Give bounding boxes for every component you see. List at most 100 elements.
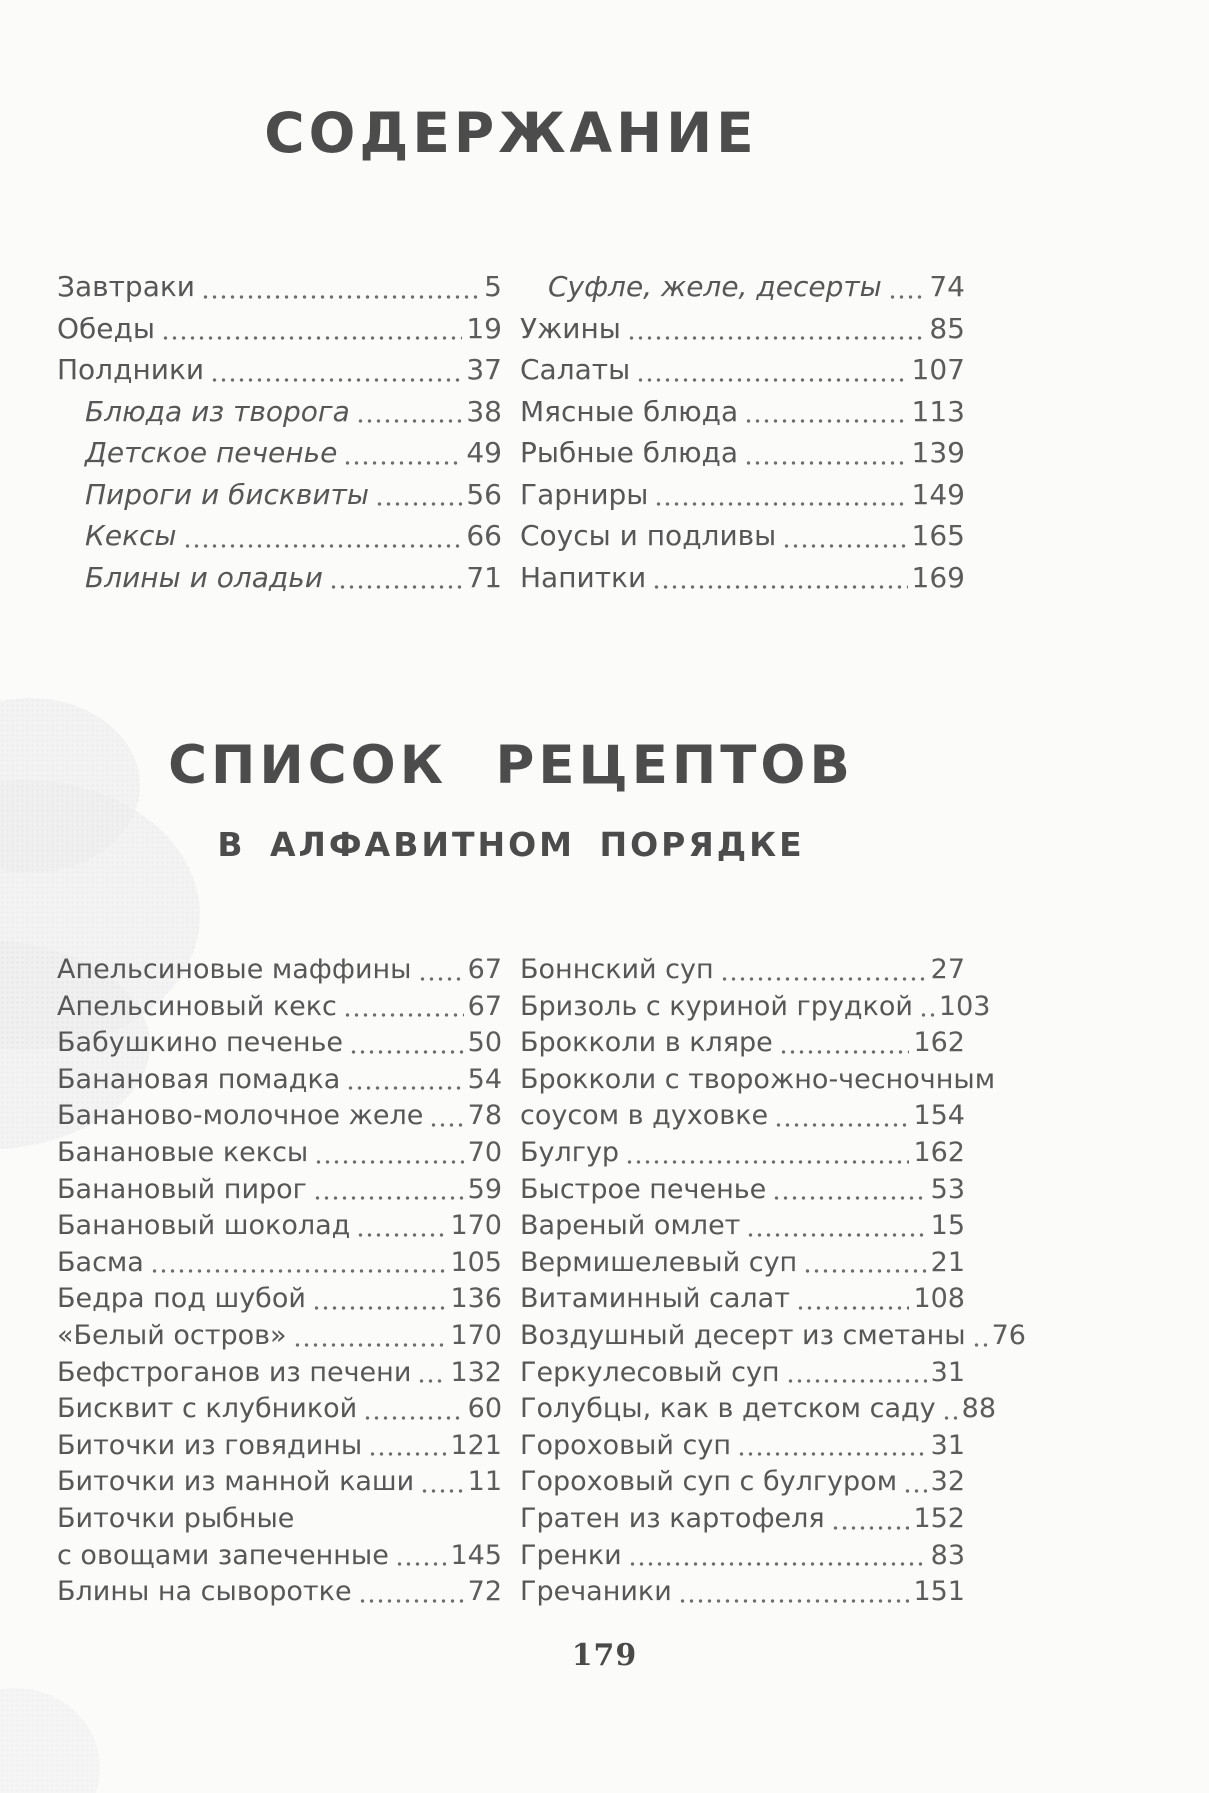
recipe-entry: Витаминный салат 108	[520, 1281, 965, 1318]
dot-leader	[736, 1452, 927, 1457]
recipes-title: СПИСОК РЕЦЕПТОВ	[168, 735, 854, 796]
recipe-entry-page: 21	[930, 1246, 965, 1278]
dot-leader	[210, 377, 463, 382]
dot-leader	[149, 1269, 447, 1274]
recipe-entry-label: Боннский суп	[520, 954, 714, 985]
toc-entry: Пироги и бисквиты 56	[57, 474, 502, 516]
dot-leader	[420, 1488, 464, 1493]
dot-leader	[394, 1562, 447, 1567]
toc-entry: Ужины 85	[520, 308, 965, 350]
recipe-entry-label: Бисквит с клубникой	[57, 1393, 358, 1425]
recipe-entry: Апельсиновый кекс 67	[57, 989, 502, 1026]
toc-entry: Кексы 66	[57, 515, 502, 557]
recipe-entry: Банановый шоколад 170	[57, 1208, 502, 1245]
recipe-entry: Банановая помадка 54	[57, 1062, 502, 1099]
recipe-entry-label: Бризоль с куриной грудкой	[520, 990, 913, 1022]
recipe-entry-page: 15	[930, 1210, 965, 1242]
recipe-entry: Гренки 83	[520, 1538, 965, 1575]
dot-leader	[918, 1013, 935, 1018]
recipe-entry: Бабушкино печенье 50	[57, 1025, 502, 1062]
recipe-entry: Брокколи в кляре 162	[520, 1025, 965, 1062]
recipe-entry-page: 162	[913, 1136, 965, 1168]
toc-entry-page: 165	[911, 519, 965, 552]
toc-entry: Детское печенье 49	[57, 432, 502, 474]
recipe-entry-page: 170	[450, 1319, 502, 1351]
dot-leader	[677, 1598, 910, 1603]
recipe-entry-page: 53	[930, 1173, 965, 1205]
dot-leader	[417, 1379, 447, 1384]
recipe-entry-page: 108	[913, 1283, 965, 1315]
toc-entry-label: Суфле, желе, десерты	[548, 270, 882, 303]
dot-leader	[652, 585, 908, 589]
recipe-entry-label: с овощами запеченные	[57, 1539, 389, 1571]
recipes-subtitle: В АЛФАВИТНОМ ПОРЯДКЕ	[217, 825, 805, 864]
dot-leader	[887, 294, 926, 299]
recipe-entry: Вареный омлет 15	[520, 1208, 965, 1245]
recipe-entry: Гороховый суп 31	[520, 1428, 965, 1465]
toc-entry-label: Напитки	[520, 560, 647, 594]
toc-entry: Суфле, желе, десерты 74	[520, 266, 965, 308]
dot-leader	[830, 1525, 910, 1530]
recipe-entry: Апельсиновые маффины 67	[57, 952, 502, 989]
toc-entry: Салаты 107	[520, 349, 965, 391]
recipe-entry: Банановые кексы 70	[57, 1135, 502, 1172]
recipe-entry-label: Банановый шоколад	[57, 1210, 351, 1242]
dot-leader	[744, 419, 908, 423]
dot-leader	[349, 1049, 464, 1054]
recipe-entry-page: 136	[450, 1283, 502, 1315]
toc-entry-label: Обеды	[57, 311, 155, 345]
toc-entry: Гарниры 149	[520, 474, 965, 516]
page-number: 179	[571, 1638, 638, 1673]
dot-leader	[328, 585, 463, 589]
recipe-entry-page: 76	[991, 1319, 1026, 1351]
dot-leader	[795, 1305, 910, 1310]
recipe-entry-page: 54	[467, 1063, 502, 1095]
dot-leader	[803, 1269, 927, 1274]
toc-entry-page: 19	[466, 311, 502, 345]
recipe-entry-page: 154	[913, 1100, 965, 1132]
toc-entry-page: 85	[929, 311, 965, 345]
recipes-column-right: Боннский суп 27 Бризоль с куриной грудкой…	[520, 952, 1026, 1611]
recipe-entry-label: Брокколи в кляре	[520, 1027, 773, 1059]
toc-entry: Обеды 19	[57, 308, 502, 350]
recipe-entry: Гречаники 151	[520, 1574, 965, 1611]
dot-leader	[971, 1342, 988, 1347]
dot-leader	[182, 543, 463, 548]
recipe-entry-label: Гречаники	[520, 1576, 672, 1608]
dot-leader	[654, 502, 908, 506]
recipe-entry-label: Вареный омлет	[520, 1210, 741, 1242]
toc-entry: Напитки 169	[520, 557, 965, 599]
recipe-entry-page: 145	[450, 1539, 502, 1571]
recipe-entry-label: Булгур	[520, 1136, 620, 1168]
recipe-entry-page: 27	[930, 954, 965, 985]
recipe-entry-label: Биточки рыбные	[57, 1502, 295, 1534]
recipe-entry-label: Банановые кексы	[57, 1136, 309, 1168]
recipes-section: Апельсиновые маффины 67 Апельсиновый кекс…	[57, 952, 1026, 1611]
page-content: СОДЕРЖАНИЕ Завтраки 5 Обеды 19 Полдники 37 …	[57, 0, 1026, 1793]
recipe-entry-label: Апельсиновый кекс	[57, 990, 337, 1022]
recipe-entry-label: Гратен из картофеля	[520, 1502, 825, 1534]
toc-entry: Блюда из творога 38	[57, 391, 502, 433]
dot-leader	[429, 1122, 464, 1127]
dot-leader	[627, 1562, 927, 1567]
recipe-entry: Бананово-молочное желе 78	[57, 1098, 502, 1135]
dot-leader	[292, 1342, 447, 1347]
recipe-entry-label: Воздушный десерт из сметаны	[520, 1319, 966, 1351]
recipe-entry-page: 31	[930, 1429, 965, 1461]
recipe-entry-page: 70	[467, 1136, 502, 1168]
recipe-entry-label: Биточки из говядины	[57, 1429, 363, 1461]
recipe-entry: Воздушный десерт из сметаны 76	[520, 1318, 1026, 1355]
dot-leader	[782, 543, 908, 548]
recipe-entry: «Белый остров» 170	[57, 1318, 502, 1355]
recipe-entry-label: соусом в духовке	[520, 1100, 769, 1132]
toc-entry: Мясные блюда 113	[520, 391, 965, 433]
recipe-entry-page: 103	[938, 990, 991, 1022]
toc-entry-label: Салаты	[520, 353, 631, 386]
dot-leader	[355, 419, 463, 423]
recipe-entry: Блины на сыворотке 72	[57, 1574, 502, 1611]
toc-entry: Блины и оладьи 71	[57, 557, 502, 599]
recipe-entry-page: 31	[930, 1356, 965, 1388]
recipe-entry-label: Быстрое печенье	[520, 1173, 767, 1205]
dot-leader	[774, 1122, 910, 1127]
